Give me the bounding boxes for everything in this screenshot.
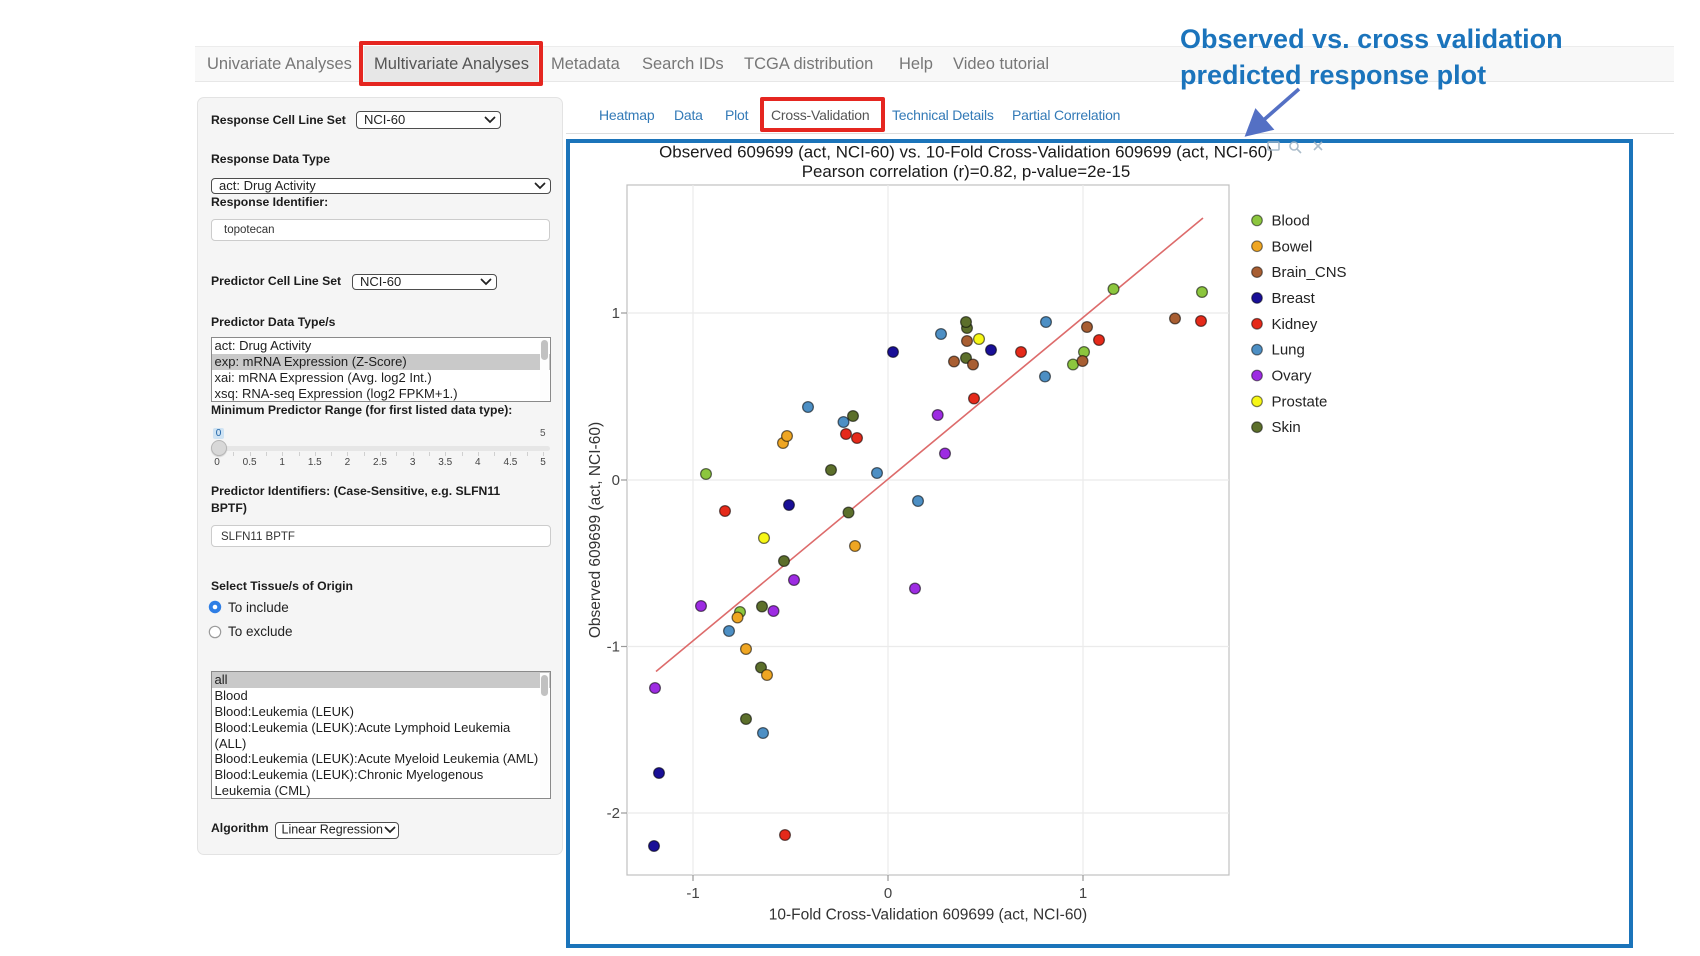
svg-text:0: 0 [884,885,892,902]
svg-text:Breast: Breast [1272,290,1316,307]
svg-text:-1: -1 [686,885,699,902]
svg-text:1: 1 [1079,885,1087,902]
svg-text:Kidney: Kidney [1272,316,1318,333]
svg-text:1: 1 [612,305,620,322]
svg-text:-1: -1 [607,639,620,656]
svg-text:Brain_CNS: Brain_CNS [1272,264,1347,281]
svg-text:Skin: Skin [1272,419,1301,436]
svg-text:Observed 609699 (act, NCI-60): Observed 609699 (act, NCI-60) vs. 10-Fol… [659,143,1273,162]
svg-text:Ovary: Ovary [1272,368,1313,385]
svg-text:Pearson correlation (r)=0.82,: Pearson correlation (r)=0.82, p-value=2e… [802,162,1131,181]
svg-text:Prostate: Prostate [1272,393,1328,410]
svg-text:Lung: Lung [1272,342,1305,359]
svg-text:-2: -2 [607,805,620,822]
svg-text:10-Fold Cross-Validation 60969: 10-Fold Cross-Validation 609699 (act, NC… [769,907,1087,924]
svg-text:Blood: Blood [1272,212,1310,229]
svg-text:Observed 609699 (act, NCI-60): Observed 609699 (act, NCI-60) [587,422,604,638]
svg-text:Bowel: Bowel [1272,238,1313,255]
svg-text:0: 0 [612,472,620,489]
